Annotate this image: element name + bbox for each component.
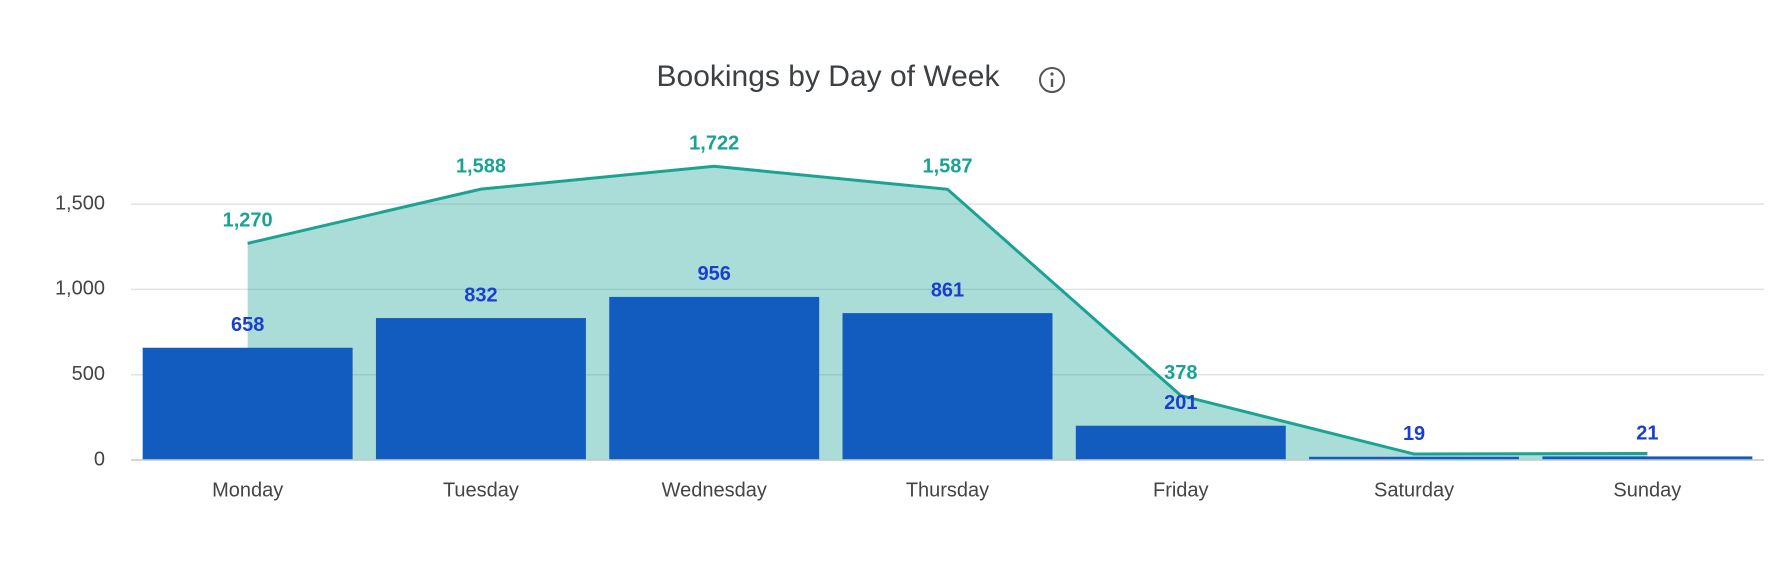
- value-label: 832: [464, 284, 497, 306]
- chart-title: Bookings by Day of Week: [657, 60, 1001, 93]
- value-label: 1,588: [456, 155, 506, 177]
- bar: [609, 296, 820, 460]
- bar: [142, 347, 353, 460]
- bar: [1542, 456, 1753, 460]
- value-label: 658: [231, 314, 264, 336]
- y-tick-label: 1,000: [55, 278, 105, 300]
- value-label: 19: [1403, 423, 1425, 445]
- info-circle: [1039, 67, 1065, 93]
- value-label: 861: [931, 279, 964, 301]
- value-label: 956: [698, 263, 731, 285]
- x-tick-label: Sunday: [1613, 479, 1681, 501]
- value-label: 1,270: [223, 210, 273, 232]
- bar: [842, 313, 1053, 460]
- info-icon[interactable]: [1039, 67, 1065, 93]
- x-tick-label: Monday: [212, 479, 283, 501]
- bar: [1075, 425, 1286, 460]
- area-line: [247, 164, 1648, 456]
- x-tick-label: Tuesday: [443, 479, 519, 501]
- x-tick-label: Saturday: [1374, 479, 1454, 501]
- bar: [1309, 456, 1520, 460]
- x-tick-label: Friday: [1153, 479, 1209, 501]
- bar: [375, 318, 586, 460]
- y-tick-label: 0: [94, 448, 105, 470]
- info-dot: [1050, 72, 1054, 76]
- value-label: 21: [1636, 423, 1658, 445]
- value-label: 1,587: [922, 156, 972, 178]
- y-tick-label: 500: [72, 363, 105, 385]
- value-label: 1,722: [689, 133, 739, 155]
- y-tick-label: 1,500: [55, 192, 105, 214]
- x-tick-label: Thursday: [906, 479, 989, 501]
- x-tick-label: Wednesday: [662, 479, 767, 501]
- value-label: 378: [1164, 362, 1197, 384]
- value-label: 201: [1164, 392, 1197, 414]
